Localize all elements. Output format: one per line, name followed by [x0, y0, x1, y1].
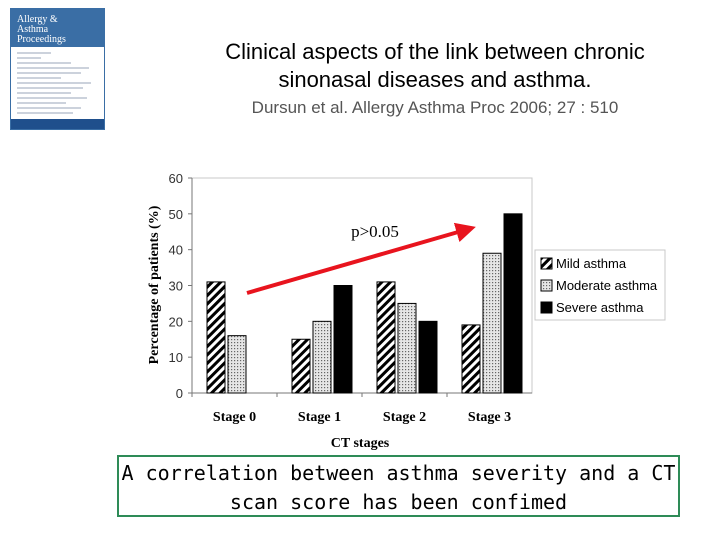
y-tick-label: 0: [176, 386, 183, 401]
y-tick-label: 50: [169, 207, 183, 222]
bar: [312, 320, 332, 394]
bars: [206, 213, 523, 394]
slide-title: Clinical aspects of the link between chr…: [160, 38, 710, 94]
x-axis-title: CT stages: [331, 436, 390, 451]
bar: [503, 213, 523, 394]
slide-citation: Dursun et al. Allergy Asthma Proc 2006; …: [251, 98, 619, 117]
bar: [397, 302, 417, 394]
bar: [206, 281, 226, 394]
p-value-annotation: p>0.05: [351, 222, 399, 241]
y-tick-label: 60: [169, 171, 183, 186]
journal-cover-image: Allergy & Asthma Proceedings: [11, 9, 104, 129]
bar: [333, 285, 353, 394]
cover-title-line2: Asthma: [17, 24, 49, 35]
y-tick-label: 40: [169, 243, 183, 258]
journal-cover-thumbnail: Allergy & Asthma Proceedings: [10, 8, 105, 130]
bar: [291, 338, 311, 394]
y-tick-label: 30: [169, 279, 183, 294]
bar: [227, 335, 247, 394]
bar: [482, 252, 502, 394]
x-tick-label: Stage 1: [298, 410, 341, 425]
legend-label: Severe asthma: [556, 300, 644, 315]
conclusion-line1: A correlation between asthma severity an…: [121, 461, 676, 485]
y-axis-ticks: 0 10 20 30 40 50 60: [169, 171, 192, 401]
chart-legend: Mild asthma Moderate asthma Severe asthma: [534, 249, 666, 321]
legend-box: [534, 249, 666, 321]
x-tick-label: Stage 0: [213, 410, 256, 425]
conclusion-line2: scan score has been confimed: [229, 490, 568, 514]
cover-header-band: [11, 9, 104, 47]
slide-title-line1: Clinical aspects of the link between chr…: [225, 39, 645, 64]
x-axis-ticks: Stage 0 Stage 1 Stage 2 Stage 3: [191, 393, 511, 425]
cover-title-line3: Proceedings: [17, 34, 66, 45]
trend-arrow: [246, 222, 476, 295]
legend-swatch: [540, 279, 553, 292]
cover-title-line1: Allergy &: [17, 14, 58, 25]
y-axis-title: Percentage of patients (%): [147, 205, 162, 364]
cover-contents-lines: [17, 52, 91, 114]
bar: [376, 281, 396, 394]
y-tick-label: 10: [169, 350, 183, 365]
legend-swatch: [540, 301, 553, 314]
x-tick-label: Stage 2: [383, 410, 426, 425]
conclusion-box: A correlation between asthma severity an…: [117, 455, 680, 517]
cover-footer-band: [11, 119, 104, 129]
legend-label: Moderate asthma: [556, 278, 658, 293]
y-tick-label: 20: [169, 314, 183, 329]
legend-swatch: [540, 257, 553, 270]
slide-title-line2: sinonasal diseases and asthma.: [278, 67, 592, 92]
legend-label: Mild asthma: [556, 256, 627, 271]
x-tick-label: Stage 3: [468, 410, 511, 425]
bar: [461, 324, 481, 394]
bar: [418, 320, 438, 394]
